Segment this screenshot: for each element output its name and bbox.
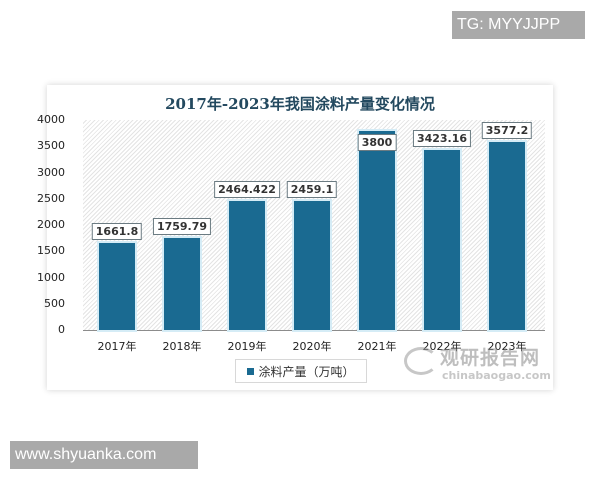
chart-card: 2017年-2023年我国涂料产量变化情况 4000 3500 3000 2500 20… [37,85,554,390]
x-tick-label: 2020年 [292,340,332,353]
bar [294,200,330,330]
y-tick-label: 500 [44,296,65,310]
x-axis-line [83,330,545,331]
y-tick-label: 1000 [37,270,65,284]
watermark-en: chinabaogao.com [442,369,551,382]
data-label: 2464.422 [214,180,280,198]
bar [489,142,525,330]
data-label: 3800 [357,133,397,151]
x-tick-label: 2019年 [227,340,267,353]
y-tick-label: 1500 [37,244,65,258]
bar [359,130,395,330]
x-tick-label: 2021年 [357,340,397,353]
chinabaogao-watermark: 观研报告网 chinabaogao.com [404,343,554,383]
tg-watermark-tag: TG: MYYJJPP [452,11,585,39]
site-watermark-tag: www.shyuanka.com [10,441,198,469]
y-tick-label: 0 [58,323,65,336]
y-tick-label: 3000 [37,165,65,179]
bar [99,242,135,330]
y-tick-label: 4000 [37,113,65,126]
watermark-cn: 观研报告网 [440,347,541,369]
bar [229,200,265,330]
swirl-logo-icon [404,347,438,375]
chart-legend: 涂料产量（万吨） [235,359,367,383]
y-tick-label: 2500 [37,191,65,205]
data-label: 1759.79 [152,217,212,235]
data-label: 2459.1 [286,180,338,198]
bar [424,150,460,330]
data-label: 3577.2 [481,122,533,140]
y-tick-label: 2000 [37,218,65,231]
data-label: 1661.8 [91,222,143,240]
y-tick-label: 3500 [37,139,65,153]
bar [164,237,200,330]
data-label: 3423.16 [412,130,472,148]
x-tick-label: 2023年 [487,340,527,353]
legend-swatch-icon [247,367,255,375]
chart-title: 2017年-2023年我国涂料产量变化情况 [165,95,435,113]
legend-label: 涂料产量（万吨） [258,364,355,379]
x-tick-label: 2018年 [162,340,202,353]
x-tick-label: 2017年 [97,340,137,353]
